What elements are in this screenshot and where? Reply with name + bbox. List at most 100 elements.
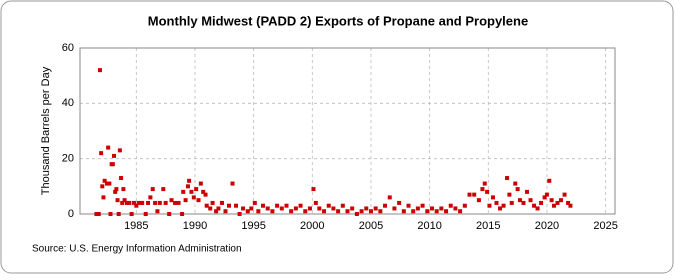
point — [364, 206, 369, 211]
point — [354, 212, 359, 216]
point — [532, 203, 537, 208]
point — [429, 206, 434, 211]
point — [406, 203, 411, 208]
point — [115, 198, 120, 203]
point — [143, 212, 148, 216]
point — [383, 203, 388, 208]
point — [311, 187, 316, 192]
x-tick-label: 2010 — [417, 220, 441, 232]
point — [163, 200, 168, 205]
point — [100, 184, 105, 189]
point — [155, 209, 160, 214]
x-tick-label: 1995 — [241, 220, 265, 232]
chart-border — [0, 0, 674, 274]
point — [326, 203, 331, 208]
point — [122, 198, 127, 203]
point — [173, 200, 178, 205]
point — [275, 203, 280, 208]
source-note: Source: U.S. Energy Information Administ… — [32, 244, 242, 255]
point — [528, 198, 533, 203]
point — [180, 212, 185, 216]
point — [116, 212, 121, 216]
point — [185, 184, 190, 189]
point — [490, 195, 495, 200]
y-axis-label: Thousand Barrels per Day — [40, 66, 52, 195]
x-tick-label: 2015 — [476, 220, 500, 232]
point — [501, 203, 506, 208]
point — [252, 200, 257, 205]
point — [161, 187, 166, 192]
point — [127, 200, 132, 205]
point — [270, 209, 275, 214]
point — [249, 206, 254, 211]
point — [134, 203, 139, 208]
point — [467, 192, 472, 197]
point — [97, 68, 102, 73]
point — [425, 209, 430, 214]
point — [555, 200, 560, 205]
point — [96, 212, 101, 216]
point — [284, 203, 289, 208]
point — [261, 203, 266, 208]
point — [525, 189, 530, 194]
point — [104, 181, 109, 186]
point — [101, 195, 106, 200]
point — [198, 181, 203, 186]
y-tick-label: 40 — [62, 97, 74, 109]
point — [336, 209, 341, 214]
point — [535, 206, 540, 211]
point — [113, 189, 118, 194]
point — [153, 200, 158, 205]
point — [234, 203, 239, 208]
point — [415, 206, 420, 211]
point — [112, 153, 117, 158]
x-tick-label: 2025 — [593, 220, 617, 232]
point — [241, 206, 246, 211]
point — [169, 198, 174, 203]
point — [378, 209, 383, 214]
point — [194, 187, 199, 192]
plot-frame — [79, 47, 616, 215]
point — [472, 192, 477, 197]
point — [368, 209, 373, 214]
point — [181, 189, 186, 194]
point — [313, 200, 318, 205]
point — [136, 200, 141, 205]
point — [539, 200, 544, 205]
point — [124, 200, 129, 205]
point — [462, 203, 467, 208]
point — [256, 209, 261, 214]
x-tick-label: 2000 — [300, 220, 324, 232]
point — [189, 189, 194, 194]
point — [265, 206, 270, 211]
point — [401, 209, 406, 214]
x-tick-label: 1990 — [183, 220, 207, 232]
point — [513, 181, 518, 186]
point — [397, 200, 402, 205]
point — [298, 203, 303, 208]
point — [121, 187, 126, 192]
point — [219, 200, 224, 205]
point — [146, 200, 151, 205]
point — [547, 178, 552, 183]
point — [559, 198, 564, 203]
point — [223, 209, 228, 214]
point — [187, 178, 192, 183]
point — [108, 212, 113, 216]
point — [214, 209, 219, 214]
point — [485, 189, 490, 194]
point — [544, 192, 549, 197]
point — [322, 209, 327, 214]
point — [102, 178, 107, 183]
point — [99, 151, 104, 156]
point — [237, 212, 242, 216]
point — [120, 200, 125, 205]
point — [517, 198, 522, 203]
point — [289, 209, 294, 214]
point — [509, 200, 514, 205]
point — [350, 206, 355, 211]
point — [373, 206, 378, 211]
point — [307, 206, 312, 211]
chart-title: Monthly Midwest (PADD 2) Exports of Prop… — [148, 13, 528, 28]
point — [448, 203, 453, 208]
